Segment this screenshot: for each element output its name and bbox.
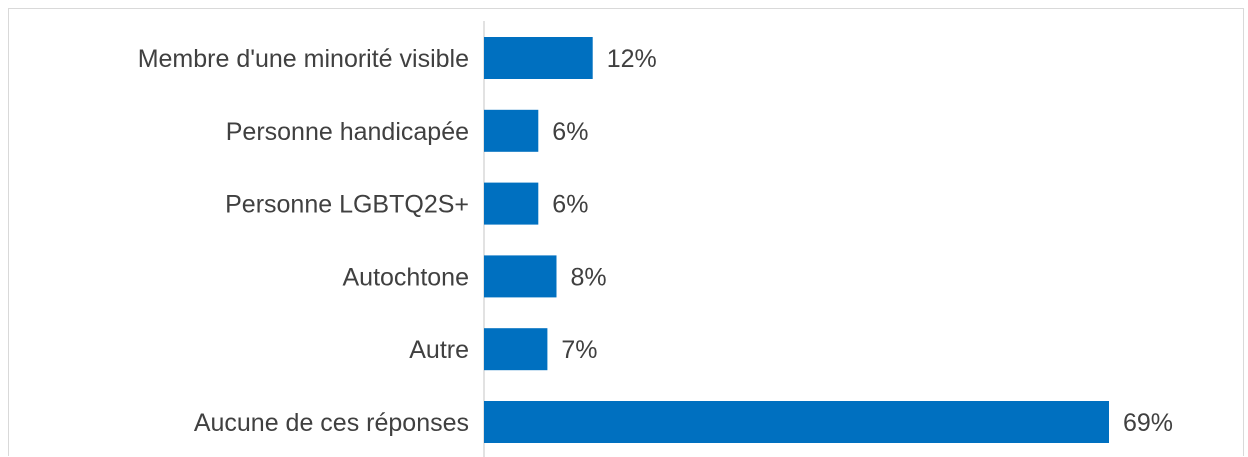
chart-frame: Membre d'une minorité visible Personne ha…: [8, 8, 1244, 457]
value-label-0: 12%: [607, 45, 657, 73]
value-label-1: 6%: [552, 118, 588, 146]
category-label-5: Aucune de ces réponses: [194, 409, 469, 437]
value-labels: 12% 6% 6% 8% 7% 69%: [552, 45, 1173, 437]
value-label-2: 6%: [552, 191, 588, 219]
bar-5: [484, 401, 1109, 443]
bar-2: [484, 182, 539, 225]
bar-0: [484, 37, 593, 79]
category-label-1: Personne handicapée: [226, 118, 469, 146]
category-label-4: Autre: [409, 336, 469, 364]
value-label-5: 69%: [1123, 409, 1173, 437]
category-label-2: Personne LGBTQ2S+: [225, 191, 469, 219]
bar-4: [484, 328, 548, 371]
bar-3: [484, 255, 557, 298]
category-label-3: Autochtone: [343, 263, 470, 291]
category-labels: Membre d'une minorité visible Personne ha…: [138, 45, 469, 437]
category-label-0: Membre d'une minorité visible: [138, 45, 469, 73]
value-label-3: 8%: [571, 263, 607, 291]
bar-chart: Membre d'une minorité visible Personne ha…: [138, 21, 1173, 457]
bars-layer: [484, 37, 1109, 443]
bar-1: [484, 109, 539, 152]
value-label-4: 7%: [561, 336, 597, 364]
